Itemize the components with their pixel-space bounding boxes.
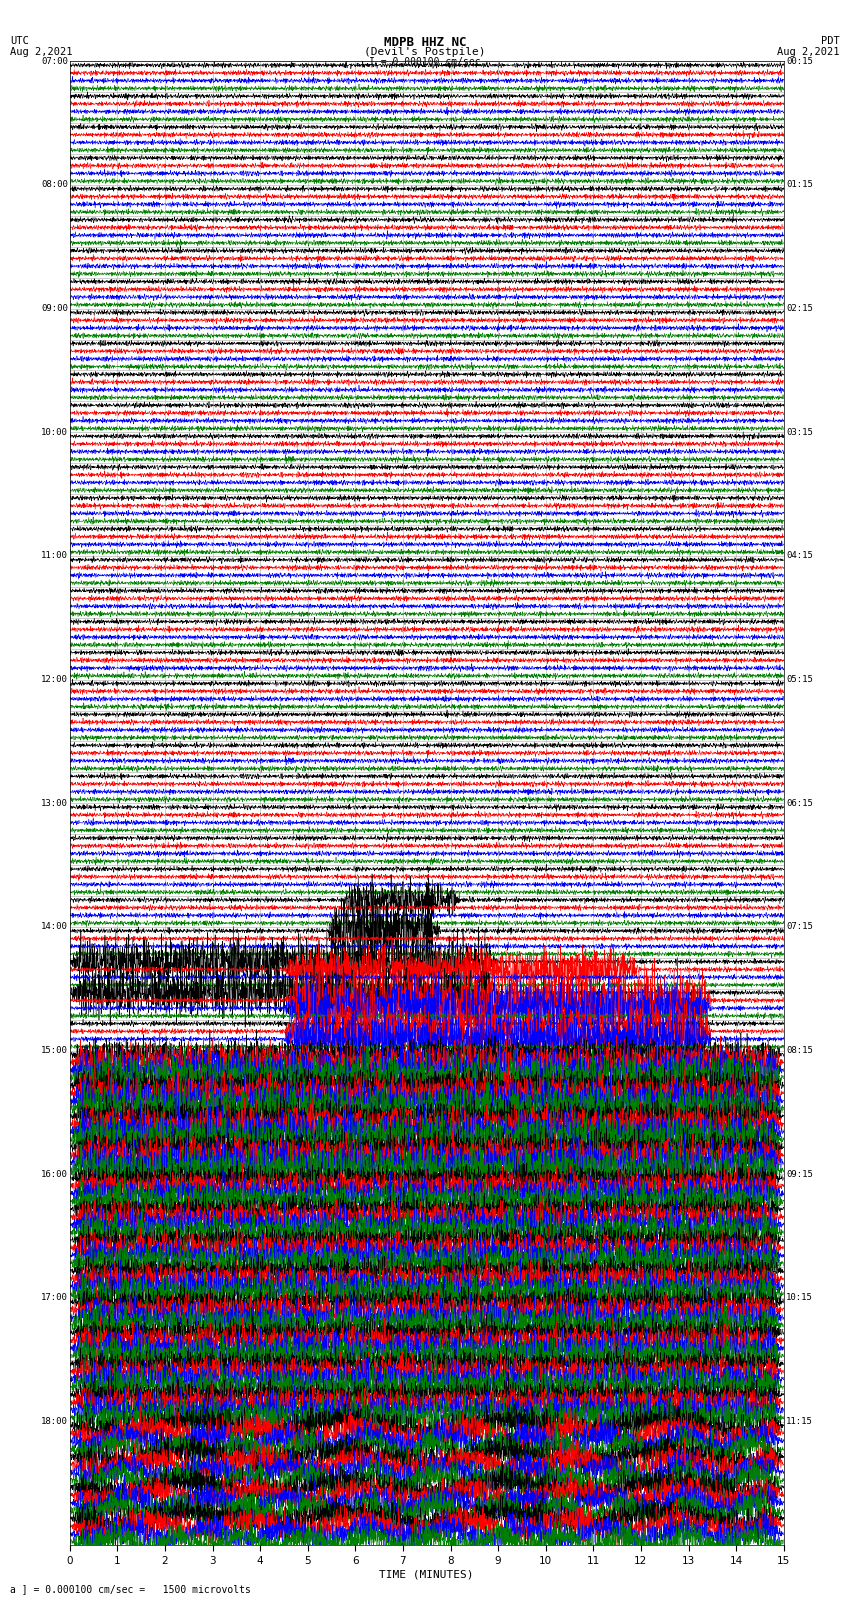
- Text: UTC: UTC: [10, 37, 29, 47]
- Text: 12:00: 12:00: [41, 676, 68, 684]
- Text: PDT: PDT: [821, 37, 840, 47]
- Text: 10:00: 10:00: [41, 427, 68, 437]
- Text: 00:15: 00:15: [786, 56, 813, 66]
- Text: MDPB HHZ NC: MDPB HHZ NC: [383, 37, 467, 50]
- Text: 15:00: 15:00: [41, 1047, 68, 1055]
- Text: 10:15: 10:15: [786, 1294, 813, 1302]
- Text: 14:00: 14:00: [41, 923, 68, 931]
- Text: 11:00: 11:00: [41, 552, 68, 560]
- Text: 06:15: 06:15: [786, 798, 813, 808]
- Text: 09:15: 09:15: [786, 1169, 813, 1179]
- Text: I = 0.000100 cm/sec: I = 0.000100 cm/sec: [369, 58, 481, 68]
- Text: 02:15: 02:15: [786, 305, 813, 313]
- Text: Aug 2,2021: Aug 2,2021: [10, 47, 73, 56]
- Text: a ] = 0.000100 cm/sec =   1500 microvolts: a ] = 0.000100 cm/sec = 1500 microvolts: [10, 1584, 251, 1594]
- Text: 11:15: 11:15: [786, 1418, 813, 1426]
- Text: 08:00: 08:00: [41, 181, 68, 189]
- Text: Aug 2,2021: Aug 2,2021: [777, 47, 840, 56]
- Text: 17:00: 17:00: [41, 1294, 68, 1302]
- Text: 09:00: 09:00: [41, 305, 68, 313]
- Text: 07:00: 07:00: [41, 56, 68, 66]
- Text: 08:15: 08:15: [786, 1047, 813, 1055]
- Text: (Devil's Postpile): (Devil's Postpile): [365, 47, 485, 56]
- X-axis label: TIME (MINUTES): TIME (MINUTES): [379, 1569, 474, 1579]
- Text: 16:00: 16:00: [41, 1169, 68, 1179]
- Text: 03:15: 03:15: [786, 427, 813, 437]
- Text: 04:15: 04:15: [786, 552, 813, 560]
- Text: 07:15: 07:15: [786, 923, 813, 931]
- Text: 13:00: 13:00: [41, 798, 68, 808]
- Text: 05:15: 05:15: [786, 676, 813, 684]
- Text: 18:00: 18:00: [41, 1418, 68, 1426]
- Text: 01:15: 01:15: [786, 181, 813, 189]
